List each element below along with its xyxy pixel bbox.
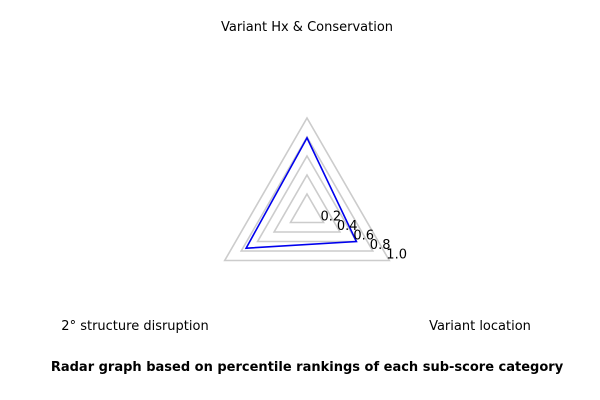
grid-ring-1: [289, 192, 325, 224]
grid-ring-2: [272, 173, 342, 233]
grid-ring-3: [256, 154, 358, 243]
ring-tick-label-5: 1.0: [386, 248, 407, 263]
axis-label-top: Variant Hx & Conservation: [221, 20, 393, 35]
axis-label-left: 2° structure disruption: [61, 319, 208, 334]
ring-tick-label-1: 0.2: [321, 210, 342, 225]
series-layer: [244, 136, 358, 250]
ring-tick-label-4: 0.8: [370, 238, 391, 253]
ring-tick-label-2: 0.4: [337, 219, 358, 234]
axis-label-right: Variant location: [429, 319, 531, 334]
series-line-1: [244, 136, 358, 250]
grid-rings: [223, 116, 391, 262]
grid-ring-4: [239, 135, 375, 252]
ring-tick-labels: 0.20.40.60.81.0: [321, 210, 407, 263]
grid-ring-5: [223, 116, 391, 262]
chart-title: Radar graph based on percentile rankings…: [51, 360, 564, 375]
ring-tick-label-3: 0.6: [353, 229, 374, 244]
